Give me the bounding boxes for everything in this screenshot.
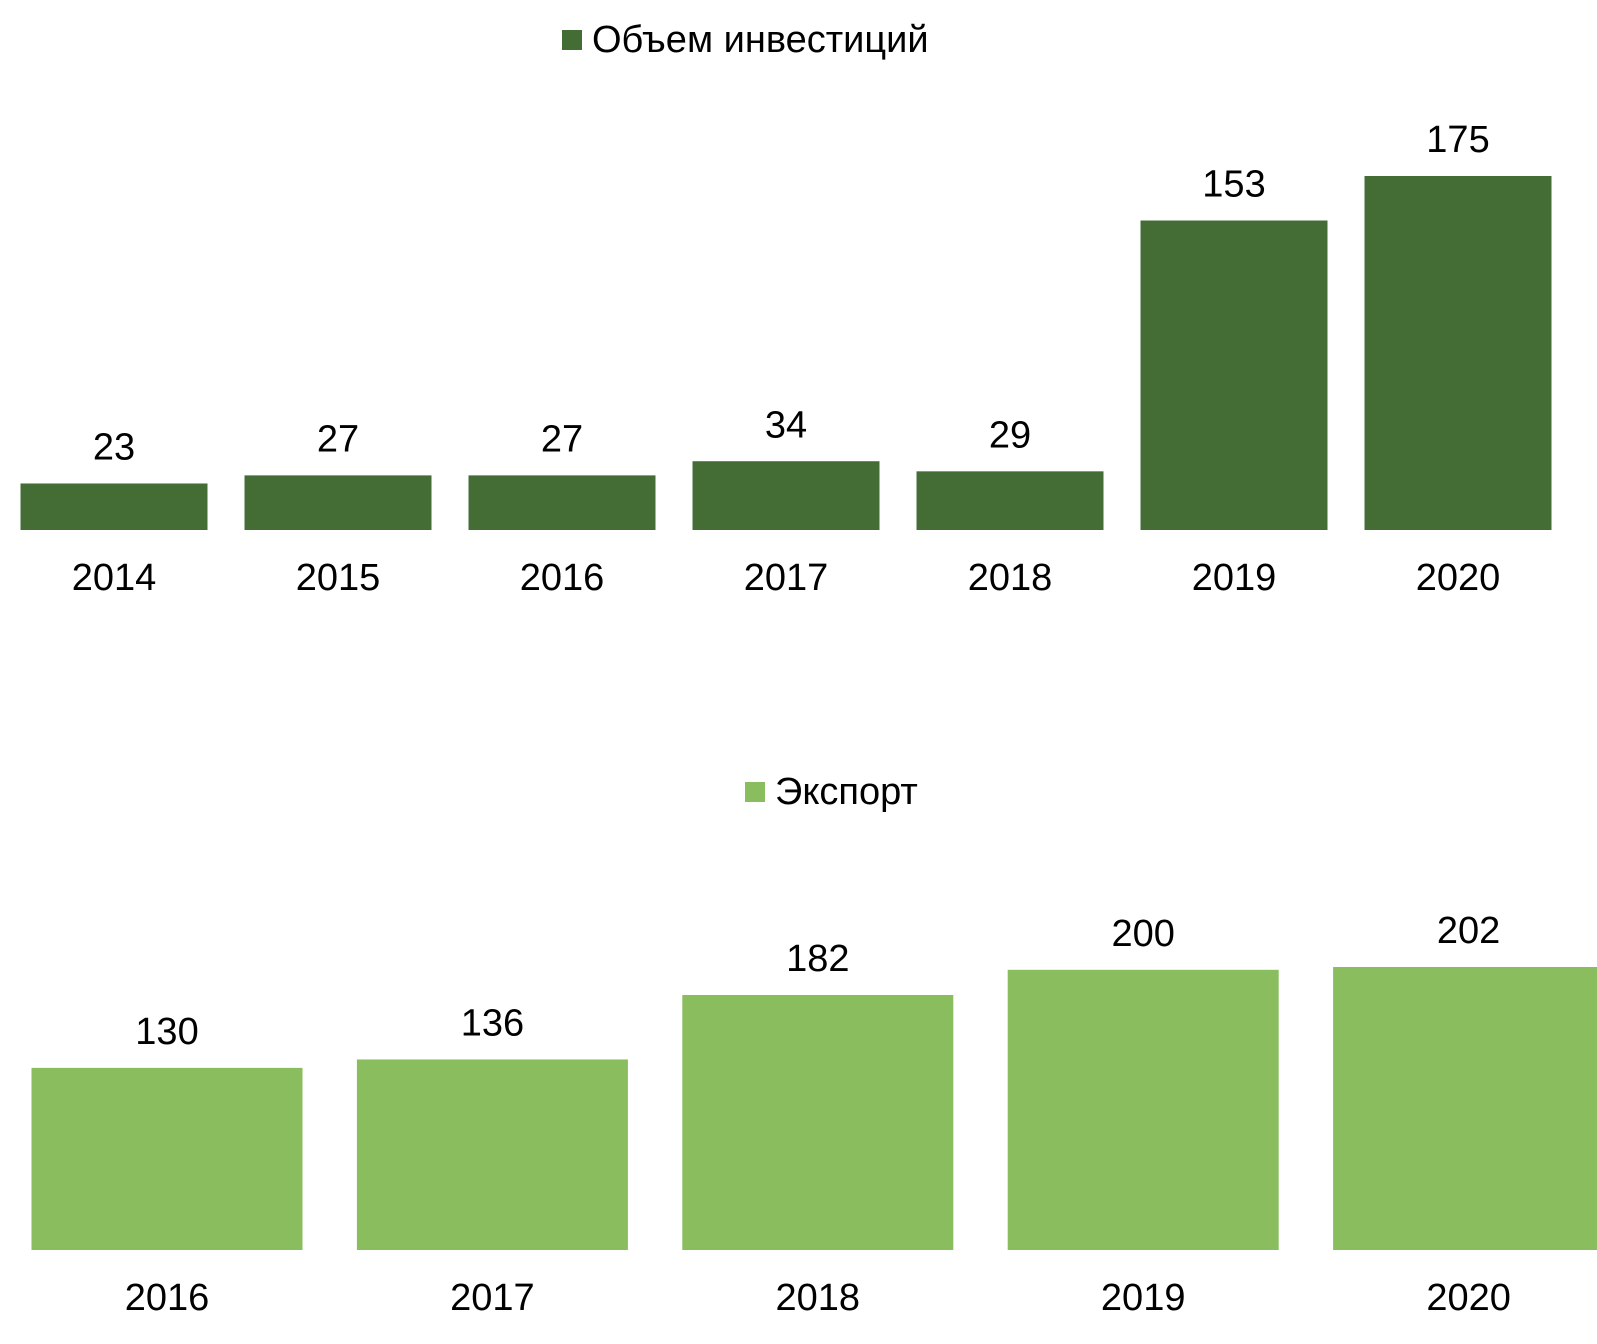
legend-label: Объем инвестиций bbox=[592, 19, 929, 61]
bar bbox=[1333, 967, 1597, 1250]
x-tick-label: 2017 bbox=[744, 557, 829, 599]
data-label: 136 bbox=[461, 1002, 524, 1044]
legend-swatch bbox=[562, 30, 582, 50]
bar bbox=[682, 995, 954, 1250]
data-label: 153 bbox=[1202, 164, 1265, 206]
bar bbox=[31, 1067, 303, 1250]
bar bbox=[692, 461, 880, 530]
bar bbox=[244, 475, 432, 530]
data-label: 23 bbox=[93, 427, 135, 469]
x-tick-label: 2020 bbox=[1426, 1277, 1511, 1319]
data-label: 34 bbox=[765, 404, 807, 446]
data-label: 27 bbox=[541, 418, 583, 460]
data-label: 182 bbox=[786, 938, 849, 980]
x-tick-label: 2018 bbox=[776, 1277, 861, 1319]
x-tick-label: 2019 bbox=[1101, 1277, 1186, 1319]
data-label: 29 bbox=[989, 414, 1031, 456]
x-tick-label: 2016 bbox=[125, 1277, 210, 1319]
x-tick-label: 2019 bbox=[1192, 557, 1277, 599]
data-label: 175 bbox=[1426, 119, 1489, 161]
data-label: 130 bbox=[135, 1011, 198, 1053]
x-tick-label: 2014 bbox=[72, 557, 157, 599]
data-label: 27 bbox=[317, 418, 359, 460]
data-label: 202 bbox=[1437, 910, 1500, 952]
legend-label: Экспорт bbox=[775, 771, 918, 813]
x-tick-label: 2018 bbox=[968, 557, 1053, 599]
bar bbox=[1140, 220, 1328, 530]
x-tick-label: 2017 bbox=[450, 1277, 535, 1319]
x-tick-label: 2020 bbox=[1416, 557, 1501, 599]
x-tick-label: 2015 bbox=[296, 557, 381, 599]
x-tick-label: 2016 bbox=[520, 557, 605, 599]
bar bbox=[1364, 176, 1552, 530]
bar bbox=[916, 471, 1104, 530]
bar bbox=[356, 1059, 628, 1250]
bar bbox=[468, 475, 656, 530]
bar bbox=[1007, 969, 1279, 1250]
data-label: 200 bbox=[1111, 913, 1174, 955]
bar bbox=[20, 483, 208, 530]
legend-swatch bbox=[745, 782, 765, 802]
